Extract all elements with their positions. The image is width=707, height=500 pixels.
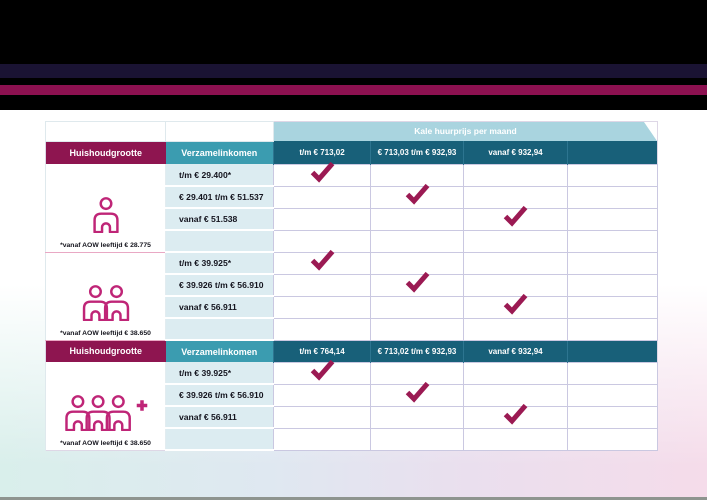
empty-corner-cell [45,121,166,142]
matrix-cell [273,295,371,319]
huurtoeslag-table: Kale huurprijs per maand Huishoudgrootte… [45,121,658,451]
matrix-cell [370,207,464,231]
decorative-stripe-navy [0,64,707,78]
checkmark-icon [503,205,528,227]
price-column-header: vanaf € 932,94 [463,340,568,362]
matrix-cell [463,273,568,297]
matrix-cell [567,317,658,341]
matrix-cell [463,383,568,407]
household-cell-couple: *vanaf AOW leeftijd € 38.650 [45,252,166,341]
matrix-cell [370,317,464,341]
matrix-cell [463,163,568,187]
aow-footnote: *vanaf AOW leeftijd € 38.650 [60,329,151,337]
matrix-cell [370,163,464,187]
matrix-cell [463,361,568,385]
matrix-cell [463,403,568,429]
matrix-cell [567,295,658,319]
matrix-cell [273,207,371,231]
matrix-cell [463,317,568,341]
matrix-cell [273,317,371,341]
matrix-cell [273,161,371,187]
household-cell-single: *vanaf AOW leeftijd € 28.775 [45,164,166,253]
income-header: Verzamelinkomen [165,340,274,362]
income-cell: € 29.401 t/m € 51.537 [165,186,274,209]
income-cell [165,428,274,451]
income-cell: t/m € 39.925* [165,252,274,275]
aow-footnote: *vanaf AOW leeftijd € 38.650 [60,439,151,447]
matrix-cell [567,229,658,253]
checkmark-icon [405,271,429,293]
household-header: Huishoudgrootte [45,340,166,362]
matrix-cell [273,185,371,209]
income-cell: € 39.926 t/m € 56.910 [165,384,274,407]
income-cell [165,318,274,341]
price-column-header: t/m € 764,14 [273,340,371,362]
checkmark-icon [310,161,334,183]
aow-footnote: *vanaf AOW leeftijd € 28.775 [60,241,151,249]
matrix-cell [567,383,658,407]
price-column-header [567,141,658,164]
empty-corner-cell [165,121,274,142]
household-cell-family: *vanaf AOW leeftijd € 38.650 [45,362,166,450]
matrix-cell [273,383,371,407]
checkmark-icon [310,249,334,271]
slide-content-area: Kale huurprijs per maand Huishoudgrootte… [0,110,707,497]
matrix-cell [463,427,568,451]
matrix-cell [567,405,658,429]
income-cell: t/m € 39.925* [165,362,274,385]
matrix-cell [567,361,658,385]
matrix-cell [370,361,464,385]
matrix-cell [370,405,464,429]
matrix-cell [567,427,658,451]
matrix-cell [273,249,371,275]
price-column-header: t/m € 713,02 [273,141,371,164]
matrix-cell [370,183,464,209]
matrix-cell [370,229,464,253]
person-couple-icon [80,284,132,321]
checkmark-icon [503,403,528,425]
matrix-cell [567,163,658,187]
income-cell: € 39.926 t/m € 56.910 [165,274,274,297]
matrix-cell [273,359,371,385]
matrix-cell [567,207,658,231]
matrix-cell [370,381,464,407]
matrix-cell [370,251,464,275]
income-cell: vanaf € 56.911 [165,296,274,319]
price-column-header: vanaf € 932,94 [463,141,568,164]
matrix-cell [567,273,658,297]
matrix-cell [463,229,568,253]
checkmark-icon [503,293,528,315]
person-family-plus-icon [62,394,150,431]
matrix-cell [463,251,568,275]
matrix-cell [370,427,464,451]
decorative-stripe-magenta [0,85,707,95]
price-column-header: € 713,03 t/m € 932,93 [370,141,464,164]
checkmark-icon [405,183,429,205]
person-single-icon [91,196,121,233]
income-header: Verzamelinkomen [165,141,274,164]
price-column-header [567,340,658,362]
matrix-cell [463,293,568,319]
matrix-cell [273,273,371,297]
checkmark-icon [405,381,429,403]
income-cell: t/m € 29.400* [165,164,274,187]
income-cell: vanaf € 51.538 [165,208,274,231]
household-header: Huishoudgrootte [45,141,166,164]
matrix-cell [370,271,464,297]
matrix-cell [567,185,658,209]
matrix-cell [273,427,371,451]
matrix-cell [273,229,371,253]
income-cell [165,230,274,253]
checkmark-icon [310,359,334,381]
rent-price-banner: Kale huurprijs per maand [274,122,657,141]
matrix-cell [567,251,658,275]
price-column-header: € 713,02 t/m € 932,93 [370,340,464,362]
matrix-cell [463,205,568,231]
matrix-cell [273,405,371,429]
bottom-edge-bar [0,497,707,500]
plus-icon [136,399,147,411]
matrix-cell [370,295,464,319]
income-cell: vanaf € 56.911 [165,406,274,429]
